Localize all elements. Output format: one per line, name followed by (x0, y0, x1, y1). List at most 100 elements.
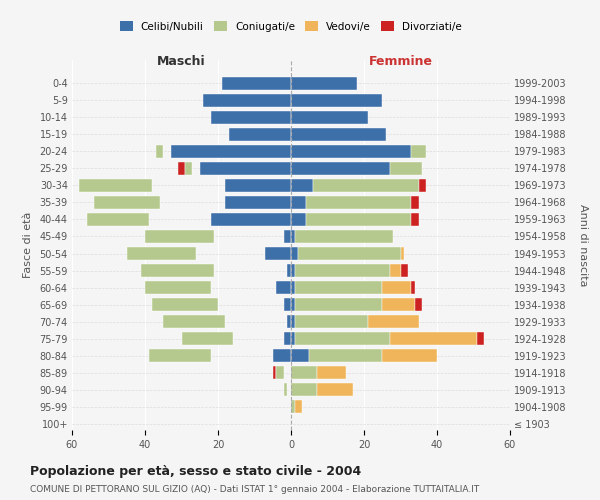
Bar (415, 298, 422, 311)
Bar (295, 281, 382, 294)
Bar (203, 94, 291, 106)
Bar (200, 264, 207, 277)
Bar (298, 247, 401, 260)
Bar (182, 247, 189, 260)
Bar (291, 281, 295, 294)
Bar (291, 230, 295, 243)
Bar (273, 350, 291, 362)
Bar (412, 145, 426, 158)
Y-axis label: Anni di nascita: Anni di nascita (578, 204, 588, 286)
Bar (419, 179, 426, 192)
Bar (152, 298, 218, 311)
Bar (412, 213, 419, 226)
Bar (291, 366, 317, 379)
Bar (178, 162, 185, 174)
Bar (291, 111, 368, 124)
Bar (284, 298, 291, 311)
Y-axis label: Fasce di età: Fasce di età (23, 212, 32, 278)
Bar (291, 400, 295, 413)
Bar (86, 213, 149, 226)
Bar (389, 162, 422, 174)
Bar (389, 332, 477, 345)
Bar (149, 350, 211, 362)
Bar (229, 128, 291, 140)
Bar (317, 366, 346, 379)
Text: Femmine: Femmine (368, 55, 433, 68)
Bar (163, 316, 226, 328)
Bar (291, 298, 295, 311)
Bar (291, 264, 295, 277)
Bar (291, 332, 295, 345)
Bar (382, 298, 415, 311)
Bar (295, 316, 368, 328)
Bar (317, 384, 353, 396)
Bar (401, 247, 404, 260)
Bar (287, 264, 291, 277)
Bar (156, 145, 163, 158)
Bar (291, 213, 305, 226)
Bar (273, 366, 277, 379)
Bar (142, 264, 214, 277)
Bar (295, 264, 389, 277)
Bar (295, 332, 389, 345)
Bar (368, 316, 419, 328)
Bar (305, 196, 412, 209)
Bar (185, 162, 193, 174)
Bar (305, 213, 412, 226)
Bar (284, 384, 287, 396)
Bar (412, 196, 419, 209)
Bar (211, 111, 291, 124)
Bar (382, 350, 437, 362)
Bar (170, 145, 291, 158)
Bar (295, 298, 382, 311)
Bar (477, 332, 484, 345)
Bar (277, 366, 280, 379)
Bar (152, 196, 156, 209)
Bar (284, 332, 291, 345)
Bar (284, 230, 291, 243)
Bar (79, 179, 152, 192)
Bar (313, 179, 419, 192)
Bar (145, 230, 214, 243)
Bar (291, 196, 305, 209)
Bar (203, 281, 207, 294)
Bar (277, 281, 291, 294)
Bar (291, 179, 313, 192)
Bar (287, 316, 291, 328)
Bar (226, 179, 291, 192)
Bar (265, 247, 291, 260)
Bar (291, 162, 389, 174)
Bar (291, 350, 309, 362)
Bar (182, 332, 207, 345)
Bar (226, 196, 291, 209)
Bar (382, 281, 412, 294)
Bar (389, 264, 401, 277)
Bar (277, 366, 284, 379)
Bar (309, 350, 382, 362)
Bar (291, 145, 412, 158)
Bar (142, 213, 145, 226)
Text: Maschi: Maschi (157, 55, 206, 68)
Bar (412, 281, 415, 294)
Bar (145, 281, 211, 294)
Bar (291, 316, 295, 328)
Text: Popolazione per età, sesso e stato civile - 2004: Popolazione per età, sesso e stato civil… (30, 465, 361, 478)
Bar (182, 332, 233, 345)
Bar (127, 247, 196, 260)
Bar (295, 230, 393, 243)
Bar (211, 213, 291, 226)
Bar (203, 316, 214, 328)
Bar (291, 94, 382, 106)
Bar (221, 77, 291, 90)
Bar (291, 384, 317, 396)
Bar (207, 230, 211, 243)
Bar (196, 350, 203, 362)
Bar (200, 162, 291, 174)
Legend: Celibi/Nubili, Coniugati/e, Vedovi/e, Divorziati/e: Celibi/Nubili, Coniugati/e, Vedovi/e, Di… (116, 17, 466, 36)
Bar (94, 196, 160, 209)
Bar (291, 247, 298, 260)
Bar (291, 77, 356, 90)
Bar (295, 400, 302, 413)
Bar (401, 264, 408, 277)
Text: COMUNE DI PETTORANO SUL GIZIO (AQ) - Dati ISTAT 1° gennaio 2004 - Elaborazione T: COMUNE DI PETTORANO SUL GIZIO (AQ) - Dat… (30, 485, 479, 494)
